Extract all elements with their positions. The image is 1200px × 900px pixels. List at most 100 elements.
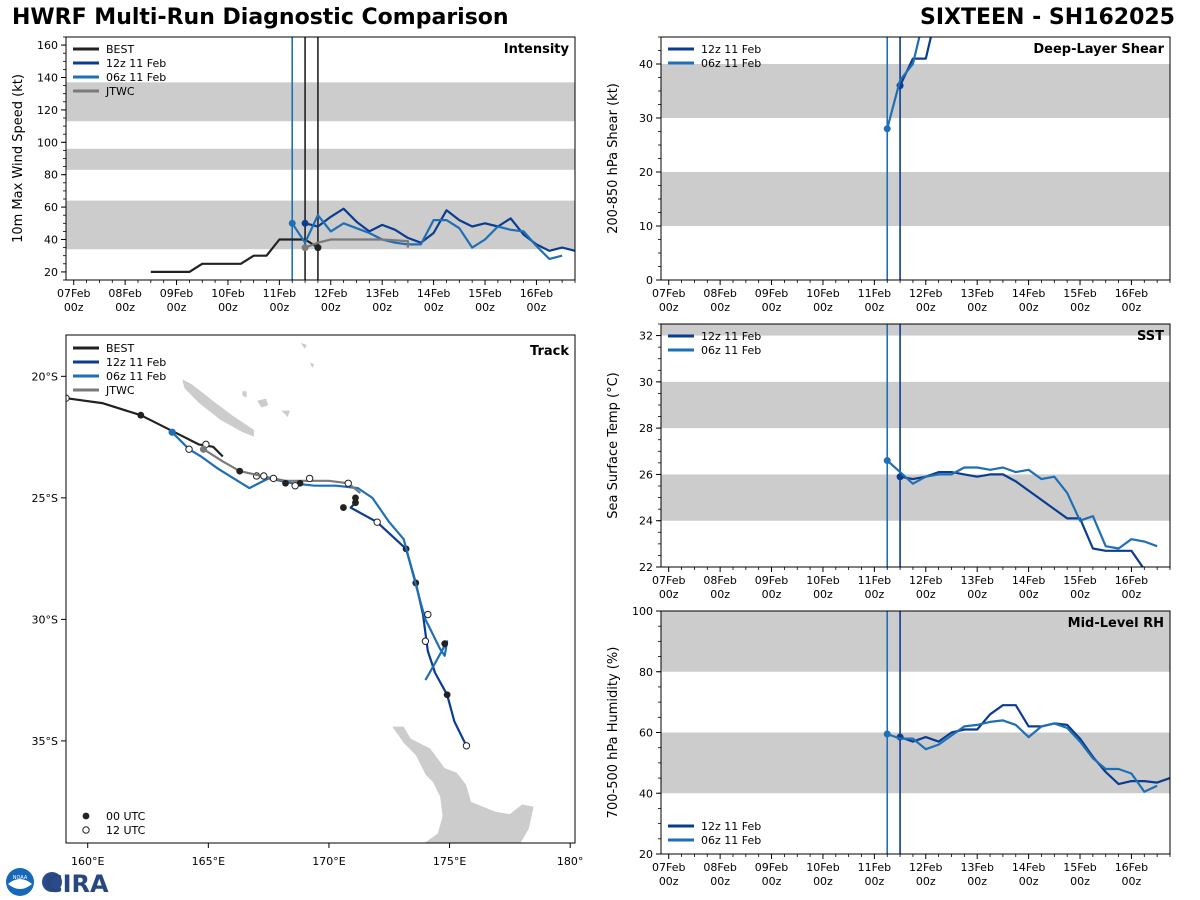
track-point-12utc (424, 610, 432, 619)
shear-band-1 (661, 64, 1170, 118)
rh-ylabel: 700-500 hPa Humidity (%) (606, 647, 621, 819)
rh-xtick-date: 09Feb (755, 861, 788, 874)
intensity-series-line (304, 238, 409, 249)
sst-xtick-date: 12Feb (909, 574, 942, 587)
intensity-xtick-hour: 00z (527, 301, 547, 314)
intensity-xtick-date: 12Feb (314, 287, 347, 300)
track-point-12utc (269, 474, 278, 483)
intensity-xtick-date: 08Feb (108, 287, 141, 300)
track-point-00utc (137, 411, 145, 419)
intensity-xtick-hour: 00z (64, 301, 84, 314)
track-point-00utc (236, 467, 244, 475)
rh-legend-label: 12z 11 Feb (701, 820, 761, 833)
intensity-series-line (150, 238, 319, 273)
sst-band-2 (661, 324, 1170, 336)
rh-ytick-label: 40 (639, 787, 653, 800)
sst-chart: 22242628303207Feb00z08Feb00z09Feb00z10Fe… (606, 323, 1171, 601)
intensity-plot-area (66, 37, 575, 280)
track-point-12utc (462, 742, 471, 750)
track-marker-legend-label: 00 UTC (106, 810, 146, 823)
rh-xtick-date: 08Feb (703, 861, 736, 874)
intensity-xtick-date: 15Feb (468, 287, 501, 300)
rh-ytick-label: 100 (632, 605, 653, 618)
intensity-series-end-point (314, 244, 322, 252)
sst-series-line (886, 459, 1158, 550)
track-line (171, 431, 449, 681)
rh-series-line (886, 719, 1158, 793)
track-plot-area (66, 341, 535, 843)
sst-xtick-date: 14Feb (1012, 574, 1045, 587)
shear-xtick-hour: 00z (813, 301, 833, 314)
intensity-chart: 2040608010012014016007Feb00z08Feb00z09Fe… (11, 36, 576, 314)
intensity-band-1 (66, 148, 575, 170)
track-point-12utc (66, 394, 70, 402)
rh-series-start-point (883, 730, 891, 738)
track-point-00utc (282, 479, 289, 487)
track-point-12utc (373, 518, 381, 526)
shear-plot-area (661, 37, 1170, 280)
rh-xtick-date: 14Feb (1012, 861, 1045, 874)
rh-title: Mid-Level RH (1068, 616, 1164, 631)
storm-id: SIXTEEN - SH162025 (919, 5, 1175, 30)
track-point-12utc (344, 479, 352, 487)
intensity-xtick-date: 16Feb (520, 287, 553, 300)
rh-series-line (899, 704, 1170, 786)
track-point-00utc (340, 504, 347, 511)
track-point-00utc (441, 640, 449, 648)
cira-logo-text: CIRA (45, 870, 109, 898)
track-point-init (168, 428, 176, 436)
rh-ytick-label: 60 (639, 727, 653, 740)
rh-plot-area (661, 611, 1170, 854)
track-marker-legend-label: 12 UTC (106, 824, 146, 837)
rh-xtick-date: 15Feb (1063, 861, 1096, 874)
intensity-ytick-label: 120 (37, 104, 58, 117)
intensity-legend-label: 12z 11 Feb (106, 57, 166, 70)
shear-xtick-hour: 00z (916, 301, 936, 314)
intensity-series-start-point (301, 244, 309, 252)
shear-ytick-label: 20 (639, 166, 653, 179)
intensity-ytick-label: 60 (44, 201, 58, 214)
intensity-xtick-hour: 00z (475, 301, 495, 314)
shear-xtick-hour: 00z (659, 301, 679, 314)
noaa-logo-text: NOAA (13, 875, 28, 881)
shear-xtick-hour: 00z (1070, 301, 1090, 314)
shear-ylabel: 200-850 hPa Shear (kt) (606, 83, 621, 234)
track-line (349, 501, 468, 747)
shear-series-line (886, 37, 921, 130)
track-legend-label: BEST (106, 342, 134, 355)
rh-xtick-date: 07Feb (652, 861, 685, 874)
rh-xtick-hour: 00z (710, 875, 730, 888)
rh-xtick-date: 12Feb (909, 861, 942, 874)
intensity-xtick-hour: 00z (115, 301, 135, 314)
intensity-xtick-hour: 00z (269, 301, 289, 314)
intensity-xtick-hour: 00z (424, 301, 444, 314)
rh-xtick-hour: 00z (659, 875, 679, 888)
track-xtick-label: 180° (557, 855, 584, 868)
intensity-ytick-label: 20 (44, 266, 58, 279)
intensity-ytick-label: 40 (44, 234, 58, 247)
sst-xtick-hour: 00z (916, 588, 936, 601)
track-point-12utc (185, 445, 193, 453)
legend-marker-12utc (82, 826, 90, 834)
shear-ytick-label: 0 (646, 274, 653, 287)
intensity-xtick-date: 09Feb (160, 287, 193, 300)
shear-xtick-hour: 00z (1019, 301, 1039, 314)
track-ytick-label: 35°S (32, 735, 58, 748)
rh-chart: 2040608010007Feb00z08Feb00z09Feb00z10Feb… (606, 605, 1171, 888)
intensity-band-2 (66, 82, 575, 122)
intensity-xtick-date: 07Feb (57, 287, 90, 300)
sst-frame (660, 323, 1171, 568)
intensity-title: Intensity (504, 42, 570, 57)
shear-xtick-hour: 00z (864, 301, 884, 314)
track-frame (65, 334, 576, 844)
rh-xtick-date: 16Feb (1115, 861, 1148, 874)
sst-xtick-date: 11Feb (858, 574, 891, 587)
intensity-ytick-label: 80 (44, 169, 58, 182)
sst-ytick-label: 26 (639, 468, 653, 481)
shear-title: Deep-Layer Shear (1033, 42, 1164, 57)
shear-series-line (899, 37, 933, 87)
